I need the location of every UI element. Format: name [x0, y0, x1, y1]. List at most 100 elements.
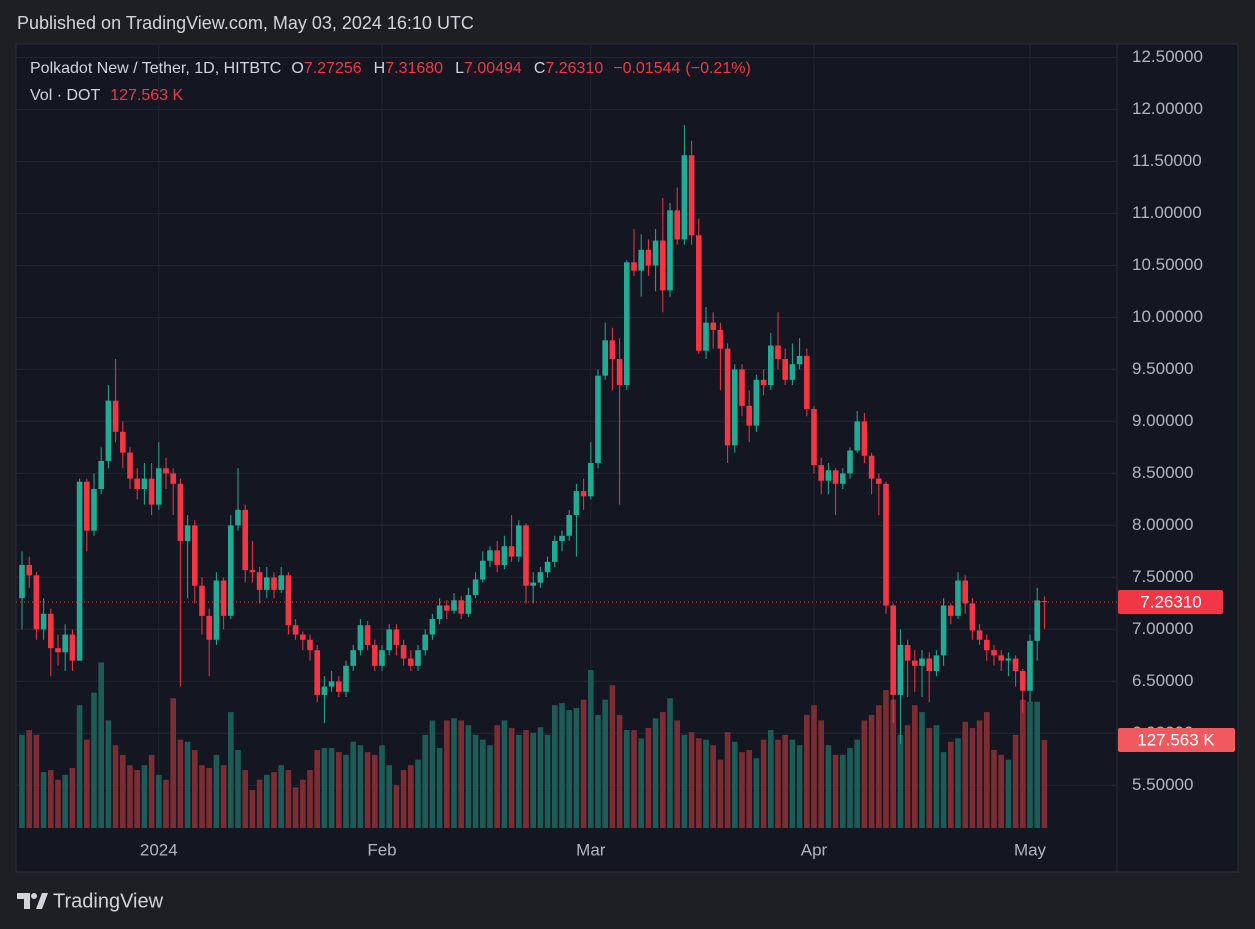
candle-body [141, 478, 148, 490]
candle-body [192, 525, 198, 586]
candle-body [616, 359, 623, 386]
candle-body [516, 525, 522, 557]
candle-body [307, 639, 313, 651]
volume-bar [271, 772, 277, 828]
candle-body [688, 155, 695, 236]
volume-bar [343, 754, 349, 828]
y-tick-label: 12.50000 [1132, 47, 1203, 66]
h-label: H [374, 60, 386, 77]
volume-bar [372, 754, 378, 828]
volume-bar [1012, 734, 1019, 828]
volume-bar [962, 721, 968, 828]
candle-body [256, 572, 263, 590]
volume-bar [861, 720, 868, 828]
volume-bar [847, 747, 853, 828]
volume-bar [321, 747, 328, 828]
y-tick-label: 7.00000 [1132, 619, 1193, 638]
volume-bar [436, 747, 443, 828]
candle-body [26, 564, 32, 576]
candle-body [760, 379, 767, 386]
candle-body [357, 625, 364, 651]
volume-bar [163, 779, 169, 828]
volume-bar [516, 734, 522, 828]
grid [16, 45, 1117, 828]
volume-bar [890, 699, 896, 828]
candle-body [775, 345, 781, 360]
candle-body [840, 473, 846, 484]
volume-bar [710, 745, 716, 828]
candle-body [350, 650, 356, 666]
volume-bar [40, 772, 47, 828]
candle-body [602, 340, 608, 376]
candle-body [854, 421, 860, 451]
candle-body [508, 546, 515, 557]
volume-bar [616, 714, 623, 828]
volume-bar [674, 720, 680, 828]
volume-bar [120, 754, 126, 828]
candle-body [364, 625, 371, 645]
candle-body [285, 575, 292, 626]
candle-body [703, 322, 709, 351]
volume-bar [170, 698, 176, 828]
logo-dot [31, 893, 37, 899]
volume-bar [19, 734, 25, 828]
volume-bar [948, 741, 954, 828]
candle-body [40, 613, 47, 630]
volume-bar [552, 705, 558, 828]
volume-bar [249, 790, 256, 828]
volume-bar [904, 725, 911, 828]
y-tick-label: 10.00000 [1132, 307, 1203, 326]
candle-body [292, 625, 299, 635]
candle-body [861, 421, 868, 456]
candle-body [1012, 658, 1019, 671]
y-tick-label: 9.50000 [1132, 359, 1193, 378]
volume-bar [652, 718, 659, 828]
x-tick-label: Apr [801, 840, 828, 859]
volume-bar [825, 745, 832, 828]
volume-bar [256, 779, 263, 828]
candle-body [76, 481, 83, 661]
volume-bar [444, 720, 450, 828]
volume-bar [667, 698, 673, 828]
candle-body [429, 618, 436, 635]
candle-body [660, 240, 666, 291]
candle-body [804, 355, 810, 409]
candle-body [408, 658, 414, 666]
candle-body [444, 605, 450, 611]
candle-body [386, 629, 392, 651]
volume-bar [984, 712, 990, 828]
volume-bar [62, 774, 68, 828]
y-tick-label: 8.00000 [1132, 515, 1193, 534]
candle-body [667, 210, 673, 291]
volume-bar [235, 750, 241, 828]
candle-body [156, 468, 162, 505]
candle-body [537, 572, 544, 583]
volume-bar [940, 752, 947, 828]
candle-body [1034, 600, 1040, 641]
x-tick-label: Mar [576, 840, 606, 859]
volume-bar [192, 750, 198, 828]
volume-bar [876, 705, 882, 828]
candle-body [48, 613, 54, 649]
candle-body [228, 525, 234, 616]
candle-body [552, 541, 558, 562]
volume-bar [134, 770, 140, 828]
volume-bar [177, 739, 184, 828]
volume-bar [811, 705, 817, 828]
axes: 5.500006.000006.500007.000007.500008.000… [16, 47, 1235, 859]
volume-bar [782, 734, 788, 828]
candle-body [883, 483, 889, 606]
last-price-tag [1118, 590, 1223, 615]
volume-bar [746, 750, 752, 828]
volume-bar [789, 739, 796, 828]
candle-body [580, 491, 587, 497]
candle-body [544, 561, 551, 573]
candle-body [789, 364, 796, 380]
volume-bar [1005, 759, 1012, 828]
candle-body [436, 605, 443, 619]
volume-bar [717, 759, 724, 828]
candle-body [112, 400, 119, 432]
volume-bar [292, 787, 299, 828]
volume-bar [26, 730, 32, 828]
footer-brand: TradingView [53, 890, 164, 912]
